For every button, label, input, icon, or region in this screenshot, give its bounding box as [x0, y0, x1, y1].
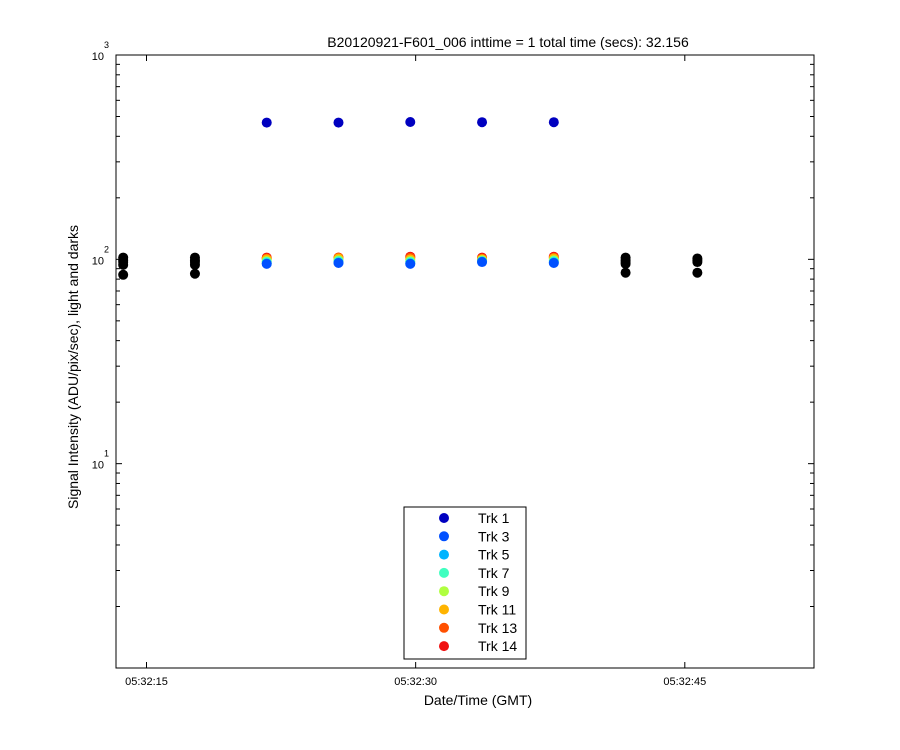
y-axis-label: Signal Intensity (ADU/pix/sec), light an… — [65, 225, 81, 509]
y-tick-label-exponent: 1 — [104, 449, 109, 459]
x-axis-ticks: 05:32:15 05:32:30 05:32:45 — [125, 55, 706, 688]
data-point — [692, 257, 703, 268]
legend-label: Trk 13 — [478, 620, 517, 636]
legend-box — [403, 506, 527, 660]
legend-label: Trk 3 — [478, 528, 510, 544]
legend-label: Trk 7 — [478, 565, 510, 581]
legend-label: Trk 1 — [478, 510, 510, 526]
legend-marker — [439, 513, 449, 523]
data-point — [477, 257, 488, 268]
data-point — [548, 257, 559, 268]
y-tick-label-exponent: 3 — [104, 40, 109, 50]
legend: Trk 1 Trk 3 Trk 5 Trk 7 Trk 9 Trk 11 Trk 13 Trk… — [403, 506, 527, 660]
data-point — [333, 257, 344, 268]
legend-label: Trk 11 — [478, 602, 516, 618]
data-point — [118, 259, 129, 270]
y-tick-label: 10 — [92, 460, 104, 472]
legend-marker — [439, 531, 449, 542]
legend-label: Trk 9 — [478, 583, 510, 599]
y-tick-label: 10 — [92, 51, 104, 63]
data-points — [118, 117, 703, 280]
x-tick-label: 05:32:15 — [125, 676, 168, 688]
legend-marker — [439, 549, 449, 560]
data-point — [477, 117, 488, 128]
legend-marker — [439, 567, 449, 578]
x-tick-label: 05:32:30 — [394, 676, 437, 688]
legend-marker — [439, 622, 449, 633]
data-point — [189, 259, 200, 270]
data-point — [261, 258, 272, 269]
data-point — [189, 268, 200, 279]
chart-title: B20120921-F601_006 inttime = 1 total tim… — [327, 34, 689, 50]
data-point — [405, 117, 416, 128]
data-point — [620, 258, 631, 269]
x-tick-label: 05:32:45 — [663, 676, 706, 688]
data-point — [118, 269, 129, 280]
plot-area — [115, 54, 815, 669]
data-point — [333, 117, 344, 128]
legend-label: Trk 14 — [478, 638, 517, 654]
legend-label: Trk 5 — [478, 547, 510, 563]
legend-marker — [439, 641, 449, 652]
data-point — [548, 117, 559, 128]
legend-marker — [439, 586, 449, 597]
data-point — [261, 117, 272, 128]
data-point — [620, 267, 631, 278]
y-tick-label-exponent: 2 — [104, 244, 109, 254]
legend-marker — [439, 604, 449, 615]
data-point — [405, 258, 416, 269]
data-point — [692, 267, 703, 278]
y-tick-label: 10 — [92, 255, 104, 267]
x-axis-label: Date/Time (GMT) — [424, 692, 532, 708]
